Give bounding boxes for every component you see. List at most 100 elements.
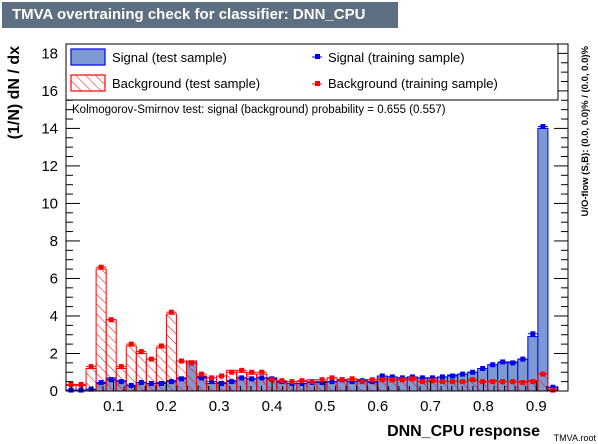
marker [79,382,84,387]
legend-label-background-training: Background (training sample) [328,76,498,91]
marker [249,370,254,375]
marker [460,372,465,377]
marker [520,380,525,385]
marker [510,360,515,365]
marker [440,379,445,384]
marker [350,376,355,381]
marker [159,381,164,386]
marker [239,375,244,380]
marker [169,310,174,315]
marker [400,377,405,382]
background-test-bar [146,359,156,391]
x-axis-label: DNN_CPU response [387,423,540,440]
marker [199,372,204,377]
marker [129,383,134,388]
marker [119,364,124,369]
marker [530,331,535,336]
marker [169,379,174,384]
background-test-bar [136,353,146,391]
y-axis-label: (1/N) dN / dx [6,46,23,139]
x-tick-label: 0.7 [420,398,441,415]
x-tick-label: 0.8 [473,398,494,415]
x-tick-label: 0.3 [209,398,230,415]
x-tick-label: 0.2 [156,398,177,415]
marker [99,380,104,385]
y-tick-label: 12 [41,158,58,175]
marker [380,377,385,382]
marker [89,364,94,369]
marker [239,368,244,373]
x-tick-label: 0.1 [103,398,124,415]
y-tick-label: 10 [41,195,58,212]
marker [229,379,234,384]
marker [520,357,525,362]
marker [209,375,214,380]
marker [340,377,345,382]
marker [500,359,505,364]
histogram-markers [66,124,558,393]
marker [460,379,465,384]
marker [139,349,144,354]
marker [410,376,415,381]
ks-test-annotation: Kolmogorov-Smirnov test: signal (backgro… [72,104,446,116]
marker [490,362,495,367]
signal-test-bar [538,128,548,391]
marker [450,373,455,378]
marker [540,372,545,377]
y-tick-label: 16 [41,83,58,100]
marker [370,377,375,382]
marker [470,370,475,375]
marker [259,375,264,380]
marker [99,265,104,270]
marker [470,377,475,382]
marker [149,381,154,386]
marker [119,379,124,384]
marker [259,370,264,375]
marker [179,358,184,363]
marker [189,360,194,365]
marker [550,388,555,393]
marker [179,376,184,381]
marker [490,379,495,384]
x-tick-label: 0.5 [314,398,335,415]
x-tick-label: 0.9 [526,398,547,415]
marker [330,375,335,380]
background-test-bar [237,372,247,391]
y-tick-label: 8 [50,233,58,250]
marker [159,343,164,348]
overflow-label: U/O-flow (S,B): (0.0, 0.0)% / (0.0, 0.0)… [580,45,591,216]
marker [139,380,144,385]
marker [289,379,294,384]
marker [510,379,515,384]
y-tick-label: 2 [50,345,58,362]
marker [480,366,485,371]
y-tick-label: 18 [41,45,58,62]
file-label: TMVA.root [554,433,597,443]
marker [299,378,304,383]
marker [450,379,455,384]
marker [500,379,505,384]
signal-training-point [528,331,538,336]
legend-marker-signal-training [315,54,320,59]
marker [249,376,254,381]
marker [109,317,114,322]
marker [360,379,365,384]
y-tick-label: 6 [50,270,58,287]
background-test-bar [176,361,186,391]
x-tick-label: 0.6 [367,398,388,415]
legend-box: Signal (test sample) Signal (training sa… [66,44,558,100]
marker [440,374,445,379]
legend-label-signal-training: Signal (training sample) [328,50,465,65]
marker [309,379,314,384]
marker [219,373,224,378]
x-tick-label: 0.4 [262,398,283,415]
y-tick-label: 0 [50,383,58,400]
y-tick-label: 4 [50,308,58,325]
y-tick-label: 14 [41,120,58,137]
marker [480,379,485,384]
legend-label-background-test: Background (test sample) [112,76,260,91]
marker [149,357,154,362]
legend-marker-background-training [315,81,320,86]
legend-swatch-signal-test [71,49,105,65]
